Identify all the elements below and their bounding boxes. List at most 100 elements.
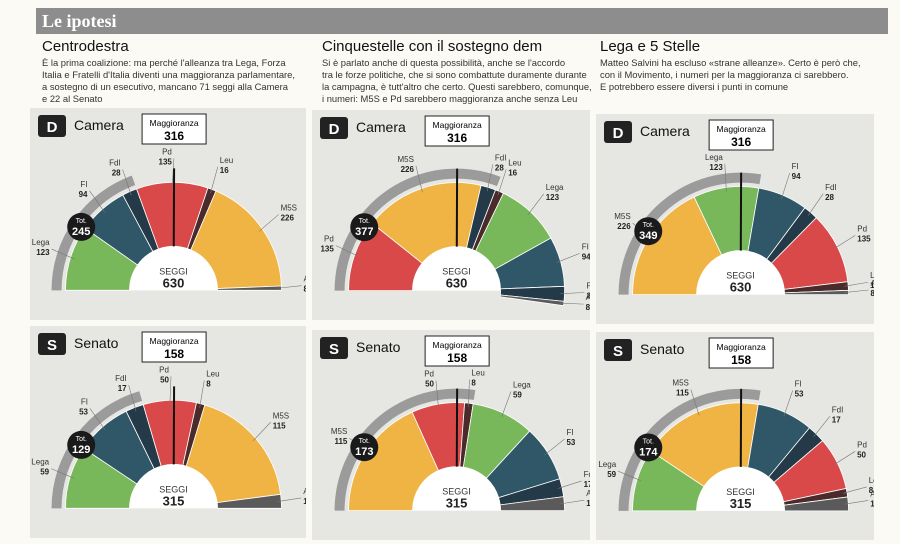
leader-line	[833, 235, 856, 250]
label-fdi: FdI	[584, 470, 590, 479]
chamber-logo-icon	[320, 337, 348, 359]
chamber-title: Camera	[74, 117, 124, 133]
value-m5s: 115	[334, 437, 347, 446]
chamber-logo-icon	[604, 121, 632, 143]
label-pd: Pd	[857, 224, 867, 233]
value-lega: 59	[607, 470, 616, 479]
leader-line	[544, 438, 565, 456]
value-pd: 135	[857, 234, 871, 243]
leader-line	[50, 468, 75, 479]
value-leu: 8	[471, 378, 476, 387]
seats-total: 630	[446, 276, 468, 291]
chart-hub	[129, 246, 218, 291]
value-leu: 16	[220, 166, 229, 175]
value-lega: 123	[709, 163, 723, 172]
label-pd: Pd	[324, 235, 334, 244]
leader-line	[122, 169, 132, 196]
coalition-total-badge	[350, 213, 379, 242]
label-altri: Altri	[871, 279, 874, 288]
label-lega: Lega	[32, 238, 50, 247]
value-fdi: 28	[587, 291, 590, 300]
value-fi: 94	[79, 190, 88, 199]
value-lega: 59	[40, 468, 49, 477]
leader-line	[435, 380, 439, 409]
label-leu: Leu	[206, 370, 219, 379]
value-fdi: 28	[495, 163, 504, 172]
chart-hub	[696, 250, 785, 295]
label-fi: FI	[80, 180, 87, 189]
value-altri: 8	[871, 289, 874, 298]
leader-line	[559, 302, 584, 305]
seats-label: SEGGI	[442, 487, 471, 497]
label-pd: Pd	[162, 147, 172, 156]
seats-label: SEGGI	[726, 271, 755, 281]
value-m5s: 226	[281, 214, 295, 223]
label-pd: Pd	[857, 440, 867, 449]
label-m5s: M5S	[614, 212, 630, 221]
leader-line	[807, 193, 824, 216]
label-lega: Lega	[598, 460, 616, 469]
leader-line	[199, 380, 205, 408]
chamber-title: Camera	[356, 119, 406, 135]
leader-line	[169, 376, 172, 405]
majority-box	[141, 113, 207, 145]
coalition-total-value: 174	[639, 446, 658, 458]
value-pd: 50	[857, 450, 866, 459]
chamber-logo-icon	[38, 333, 66, 355]
leader-line	[558, 480, 582, 489]
seats-label: SEGGI	[159, 266, 188, 276]
seats-label: SEGGI	[726, 487, 755, 497]
seats-total: 630	[730, 280, 752, 295]
leader-line	[468, 379, 470, 408]
value-leu: 16	[508, 168, 517, 177]
leader-line	[781, 172, 790, 200]
leader-line	[844, 289, 869, 293]
majority-value: 158	[447, 351, 467, 365]
label-altri: Altri	[586, 489, 590, 498]
leader-line	[128, 384, 137, 412]
label-altri: Altri	[303, 275, 306, 284]
leader-line	[560, 292, 585, 295]
label-m5s: M5S	[331, 427, 347, 436]
value-leu: 8	[206, 380, 211, 389]
coalition-total-label: Tot.	[643, 438, 654, 445]
value-fi: 53	[79, 407, 88, 416]
label-fdi: FdI	[495, 153, 507, 162]
slice-altri	[499, 294, 565, 307]
coalition-total-value: 377	[355, 226, 373, 238]
chart-hub	[696, 466, 785, 511]
label-leu: Leu	[471, 368, 484, 377]
chamber-logo-letter: S	[613, 343, 623, 360]
section-title: Le ipotesi	[42, 11, 117, 31]
leader-line	[486, 164, 494, 192]
leader-line	[560, 499, 585, 505]
chamber-title: Camera	[640, 123, 690, 139]
seats-label: SEGGI	[159, 484, 188, 494]
label-fdi: FdI	[109, 159, 121, 168]
majority-value: 316	[164, 129, 184, 143]
value-altri: 8	[586, 303, 590, 312]
majority-label: Maggioranza	[717, 342, 766, 352]
value-fi: 53	[566, 438, 575, 447]
label-leu: Leu	[508, 158, 521, 167]
label-m5s: M5S	[672, 379, 688, 388]
seats-total: 315	[730, 496, 752, 511]
leader-line	[618, 470, 642, 481]
value-lega: 123	[546, 193, 560, 202]
label-leu: Leu	[220, 156, 233, 165]
chamber-logo-letter: S	[329, 341, 339, 358]
value-altri: 8	[303, 285, 306, 294]
leader-line	[210, 166, 219, 194]
majority-value: 158	[731, 353, 751, 367]
leader-line	[527, 193, 544, 216]
majority-value: 316	[731, 135, 751, 149]
majority-value: 158	[164, 347, 184, 361]
chart-hub	[412, 466, 501, 511]
coalition-total-label: Tot.	[76, 218, 87, 225]
label-altri: Altri	[870, 489, 874, 498]
